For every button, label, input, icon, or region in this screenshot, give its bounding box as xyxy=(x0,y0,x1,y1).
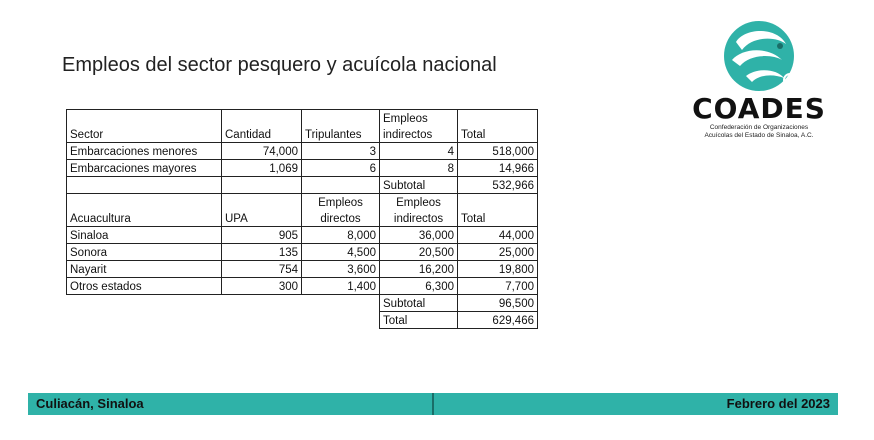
subtotal-label: Subtotal xyxy=(379,176,458,194)
cell-directos: 3,600 xyxy=(301,260,380,278)
cell-total: 14,966 xyxy=(457,159,538,177)
header-total: Total xyxy=(457,126,538,143)
table-row: Embarcaciones menores 74,000 3 4 518,000 xyxy=(66,142,538,160)
header-upa: UPA xyxy=(221,210,302,227)
cell-upa: 754 xyxy=(221,260,302,278)
cell-tripulantes: 3 xyxy=(301,142,380,160)
employment-table: Empleos Sector Cantidad Tripulantes indi… xyxy=(66,109,538,329)
header-directos: directos xyxy=(301,210,380,227)
footer-date: Febrero del 2023 xyxy=(726,396,830,411)
subtotal-value: 532,966 xyxy=(457,176,538,194)
table-row: Embarcaciones mayores 1,069 6 8 14,966 xyxy=(66,159,538,177)
cell-cantidad: 74,000 xyxy=(221,142,302,160)
header-sector: Sector xyxy=(66,126,222,143)
header-cantidad: Cantidad xyxy=(221,126,302,143)
table-row: Acuacultura UPA directos indirectos Tota… xyxy=(66,210,538,227)
row-name: Otros estados xyxy=(66,277,222,295)
footer-bar: Culiacán, Sinaloa Febrero del 2023 xyxy=(28,393,838,415)
cell-directos: 1,400 xyxy=(301,277,380,295)
header-acuacultura: Acuacultura xyxy=(66,210,222,227)
table-row: Total 629,466 xyxy=(67,311,538,329)
table-row: Nayarit 754 3,600 16,200 19,800 xyxy=(66,260,538,278)
table-row: Subtotal 532,966 xyxy=(66,176,538,194)
table-row: Sector Cantidad Tripulantes indirectos T… xyxy=(66,126,538,143)
cell-directos: 8,000 xyxy=(301,226,380,244)
logo-subtitle: Confederación de Organizaciones Acuícola… xyxy=(684,124,834,140)
cell-total: 19,800 xyxy=(457,260,538,278)
table-row: Sonora 135 4,500 20,500 25,000 xyxy=(66,243,538,261)
subtotal-label: Subtotal xyxy=(379,294,458,312)
header-empleos-indirectos: Empleos xyxy=(379,193,458,210)
cell-upa: 905 xyxy=(221,226,302,244)
cell-indirectos: 8 xyxy=(379,159,458,177)
cell-indirectos: 20,500 xyxy=(379,243,458,261)
cell-upa: 300 xyxy=(221,277,302,295)
header-indirectos: indirectos xyxy=(379,126,458,143)
cell-tripulantes: 6 xyxy=(301,159,380,177)
cell-total: 44,000 xyxy=(457,226,538,244)
cell-cantidad: 1,069 xyxy=(221,159,302,177)
cell-total: 518,000 xyxy=(457,142,538,160)
coades-logo: COADES Confederación de Organizaciones A… xyxy=(684,20,834,140)
logo-name: COADES xyxy=(692,92,826,125)
table-row: Otros estados 300 1,400 6,300 7,700 xyxy=(66,277,538,295)
cell-indirectos: 6,300 xyxy=(379,277,458,295)
cell-indirectos: 16,200 xyxy=(379,260,458,278)
table-row: Subtotal 96,500 xyxy=(67,294,538,312)
table-row: Sinaloa 905 8,000 36,000 44,000 xyxy=(66,226,538,244)
header-tripulantes: Tripulantes xyxy=(301,126,380,143)
footer-divider xyxy=(432,393,434,415)
cell-total: 25,000 xyxy=(457,243,538,261)
page-title: Empleos del sector pesquero y acuícola n… xyxy=(62,54,497,76)
logo-subtitle-line: Confederación de Organizaciones xyxy=(709,124,809,131)
cell-upa: 135 xyxy=(221,243,302,261)
header-empleos-directos: Empleos xyxy=(301,193,380,210)
cell-directos: 4,500 xyxy=(301,243,380,261)
header-total: Total xyxy=(457,210,538,227)
logo-subtitle-line: Acuícolas del Estado de Sinaloa, A.C. xyxy=(704,132,814,139)
cell-total: 7,700 xyxy=(457,277,538,295)
footer-location: Culiacán, Sinaloa xyxy=(36,396,144,411)
grand-total-value: 629,466 xyxy=(457,311,538,329)
row-name: Sinaloa xyxy=(66,226,222,244)
header-indirectos: indirectos xyxy=(379,210,458,227)
row-name: Embarcaciones mayores xyxy=(66,159,222,177)
row-name: Embarcaciones menores xyxy=(66,142,222,160)
table-row: Empleos xyxy=(66,109,538,126)
header-empleos: Empleos xyxy=(379,109,458,126)
cell-indirectos: 36,000 xyxy=(379,226,458,244)
table-row: Empleos Empleos xyxy=(66,193,538,210)
row-name: Sonora xyxy=(66,243,222,261)
cell-indirectos: 4 xyxy=(379,142,458,160)
subtotal-value: 96,500 xyxy=(457,294,538,312)
grand-total-label: Total xyxy=(379,311,458,329)
row-name: Nayarit xyxy=(66,260,222,278)
shrimp-emblem-icon xyxy=(724,21,797,91)
